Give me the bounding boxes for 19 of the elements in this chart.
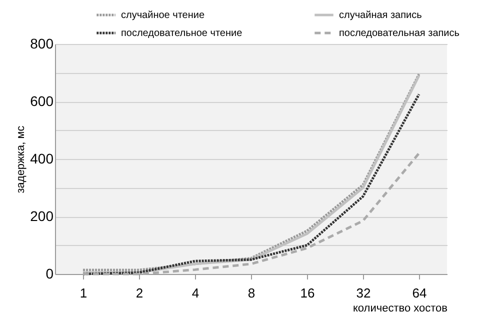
legend-label: последовательное чтение: [121, 28, 243, 39]
legend-label: случайное чтение: [121, 10, 205, 21]
x-tick-label: 64: [412, 286, 427, 300]
x-tick-label: 2: [136, 286, 144, 300]
y-tick-label: 0: [46, 266, 54, 282]
y-tick-label: 200: [30, 208, 54, 224]
y-axis-title: задержка, мс: [15, 125, 28, 194]
x-tick-label: 8: [248, 286, 256, 300]
legend-label: последовательная запись: [339, 28, 460, 39]
y-tick-label: 400: [30, 150, 54, 166]
line-series: [82, 152, 420, 276]
x-tick-label: 4: [192, 286, 200, 300]
y-tick-label: 600: [30, 93, 54, 109]
y-tick-label: 800: [30, 36, 54, 52]
x-tick-label: 16: [300, 286, 315, 300]
x-tick-label: 1: [80, 286, 88, 300]
x-tick-label: 32: [356, 286, 371, 300]
x-axis-title: количество хостов: [352, 302, 448, 314]
legend-label: случайная запись: [339, 10, 422, 21]
